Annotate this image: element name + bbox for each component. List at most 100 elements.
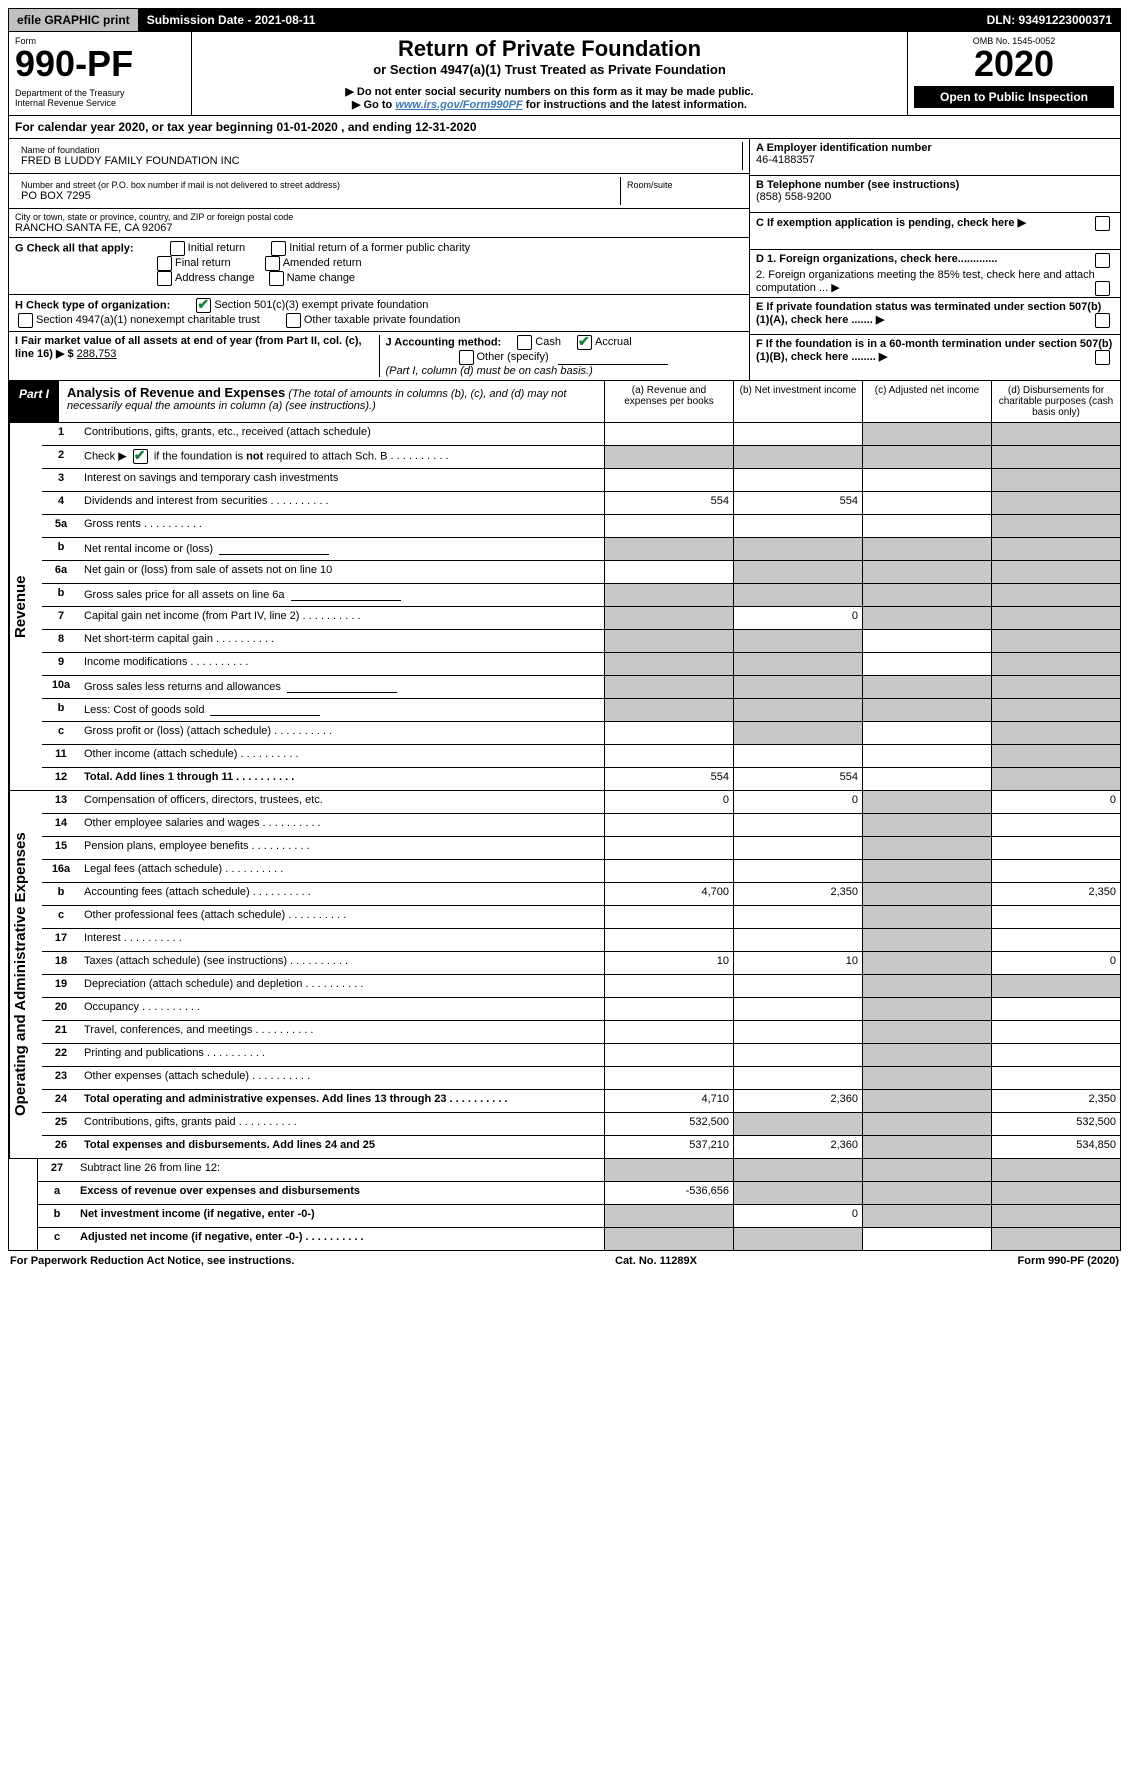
- cell-value: [733, 1182, 862, 1204]
- ein-cell: A Employer identification number 46-4188…: [750, 139, 1120, 176]
- cell-value: [604, 676, 733, 698]
- ck-85pct[interactable]: [1095, 281, 1110, 296]
- col-a-hdr: (a) Revenue and expenses per books: [604, 381, 733, 422]
- cell-value: [991, 630, 1120, 652]
- ck-507b1a[interactable]: [1095, 313, 1110, 328]
- line-desc: Net gain or (loss) from sale of assets n…: [80, 561, 604, 583]
- cell-value: 2,350: [991, 883, 1120, 905]
- d1-label: D 1. Foreign organizations, check here..…: [756, 253, 997, 265]
- ck-final-return[interactable]: [157, 256, 172, 271]
- ck-address-change[interactable]: [157, 271, 172, 286]
- table-row: 18Taxes (attach schedule) (see instructi…: [42, 952, 1120, 975]
- cell-value: [862, 653, 991, 675]
- line-desc: Contributions, gifts, grants, etc., rece…: [80, 423, 604, 445]
- line-desc: Net rental income or (loss): [80, 538, 604, 560]
- table-row: 16aLegal fees (attach schedule): [42, 860, 1120, 883]
- table-row: 12Total. Add lines 1 through 11554554: [42, 768, 1120, 790]
- ck-initial-return[interactable]: [170, 241, 185, 256]
- ck-initial-former[interactable]: [271, 241, 286, 256]
- part1-title: Analysis of Revenue and Expenses: [67, 385, 285, 400]
- ck-accrual[interactable]: [577, 335, 592, 350]
- line-desc: Printing and publications: [80, 1044, 604, 1066]
- footer-cat: Cat. No. 11289X: [615, 1255, 697, 1267]
- cell-value: 532,500: [604, 1113, 733, 1135]
- line-number: 8: [42, 630, 80, 652]
- cell-value: 0: [733, 791, 862, 813]
- cell-value: [604, 630, 733, 652]
- cell-value: [991, 492, 1120, 514]
- cell-value: -536,656: [604, 1182, 733, 1204]
- expenses-side-label: Operating and Administrative Expenses: [9, 791, 42, 1158]
- line-desc: Taxes (attach schedule) (see instruction…: [80, 952, 604, 974]
- form-title: Return of Private Foundation: [198, 36, 901, 62]
- part1-header: Part I Analysis of Revenue and Expenses …: [8, 381, 1121, 423]
- cell-value: [862, 1228, 991, 1250]
- cell-value: [733, 1228, 862, 1250]
- line-desc: Occupancy: [80, 998, 604, 1020]
- note-link-pre: ▶ Go to: [352, 99, 395, 111]
- line-desc: Capital gain net income (from Part IV, l…: [80, 607, 604, 629]
- cell-value: [862, 952, 991, 974]
- cell-value: [991, 676, 1120, 698]
- cell-value: 2,350: [733, 883, 862, 905]
- ck-501c3[interactable]: [196, 298, 211, 313]
- ck-cash[interactable]: [517, 335, 532, 350]
- ck-sch-b[interactable]: [133, 449, 148, 464]
- line-desc: Pension plans, employee benefits: [80, 837, 604, 859]
- ck-other-method[interactable]: [459, 350, 474, 365]
- cell-value: [604, 538, 733, 560]
- ck-name-change[interactable]: [269, 271, 284, 286]
- table-row: bNet rental income or (loss): [42, 538, 1120, 561]
- line-number: b: [38, 1205, 76, 1227]
- cell-value: [733, 1159, 862, 1181]
- cell-value: [733, 515, 862, 537]
- table-row: 27Subtract line 26 from line 12:: [38, 1159, 1120, 1182]
- cell-value: [991, 1067, 1120, 1089]
- section-g: G Check all that apply: Initial return I…: [9, 238, 749, 295]
- addr-value: PO BOX 7295: [21, 190, 614, 202]
- table-row: bGross sales price for all assets on lin…: [42, 584, 1120, 607]
- cell-value: 4,710: [604, 1090, 733, 1112]
- top-bar: efile GRAPHIC print Submission Date - 20…: [8, 8, 1121, 32]
- cell-value: [991, 906, 1120, 928]
- cell-value: [862, 1067, 991, 1089]
- cell-value: [862, 929, 991, 951]
- cell-value: [862, 860, 991, 882]
- line-number: 11: [42, 745, 80, 767]
- line-desc: Net investment income (if negative, ente…: [76, 1205, 604, 1227]
- cell-value: [862, 492, 991, 514]
- cell-value: [604, 745, 733, 767]
- e-label: E If private foundation status was termi…: [756, 301, 1101, 326]
- expenses-table: Operating and Administrative Expenses 13…: [8, 791, 1121, 1159]
- revenue-side-label: Revenue: [9, 423, 42, 790]
- col-b-hdr: (b) Net investment income: [733, 381, 862, 422]
- ck-amended[interactable]: [265, 256, 280, 271]
- cell-value: [604, 561, 733, 583]
- cell-value: [991, 998, 1120, 1020]
- cell-value: [991, 975, 1120, 997]
- table-row: 13Compensation of officers, directors, t…: [42, 791, 1120, 814]
- line-number: 19: [42, 975, 80, 997]
- table-row: 25Contributions, gifts, grants paid532,5…: [42, 1113, 1120, 1136]
- g5-label: Address change: [175, 272, 255, 284]
- ck-4947[interactable]: [18, 313, 33, 328]
- dln-label: DLN: 93491223000371: [979, 9, 1120, 31]
- irs-link[interactable]: www.irs.gov/Form990PF: [395, 99, 522, 111]
- cell-value: [604, 469, 733, 491]
- table-row: 15Pension plans, employee benefits: [42, 837, 1120, 860]
- i-label: I Fair market value of all assets at end…: [15, 335, 362, 360]
- line-number: 17: [42, 929, 80, 951]
- cell-value: [862, 446, 991, 468]
- ck-foreign-org[interactable]: [1095, 253, 1110, 268]
- c-label: C If exemption application is pending, c…: [756, 217, 1026, 229]
- efile-button[interactable]: efile GRAPHIC print: [9, 9, 139, 31]
- ck-507b1b[interactable]: [1095, 350, 1110, 365]
- g6-label: Name change: [287, 272, 356, 284]
- cell-value: [862, 998, 991, 1020]
- ck-exemption-pending[interactable]: [1095, 216, 1110, 231]
- cell-value: [733, 837, 862, 859]
- line-number: b: [42, 883, 80, 905]
- line-desc: Gross profit or (loss) (attach schedule): [80, 722, 604, 744]
- cell-value: 554: [733, 492, 862, 514]
- ck-other-taxable[interactable]: [286, 313, 301, 328]
